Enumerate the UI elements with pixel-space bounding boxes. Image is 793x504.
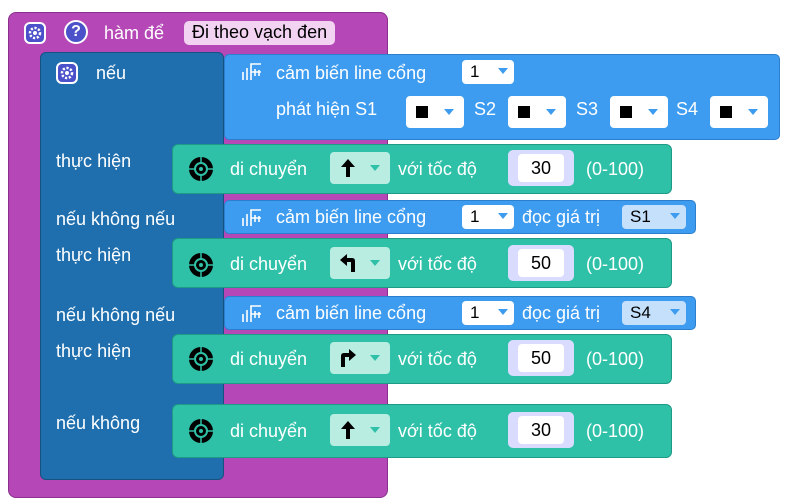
move-label: di chuyển: [230, 159, 308, 179]
wheel-icon: [189, 347, 213, 371]
port-dropdown[interactable]: 1: [462, 205, 514, 229]
black-square-icon: [518, 106, 530, 118]
arrow-up-icon: [341, 421, 355, 439]
chevron-down-icon: [748, 109, 758, 115]
sensor-label: cảm biến line cổng: [276, 207, 427, 227]
speed-input[interactable]: 50: [518, 249, 564, 277]
port-dropdown[interactable]: 1: [462, 60, 514, 84]
s4-label: S4: [676, 99, 699, 119]
move-label: di chuyển: [230, 254, 308, 274]
move-block[interactable]: [172, 334, 672, 384]
black-square-icon: [620, 106, 632, 118]
speed-slot: 30: [508, 412, 574, 448]
do-label: thực hiện: [56, 245, 132, 265]
line-sensor-icon: [242, 63, 261, 80]
speed-input[interactable]: 50: [518, 344, 564, 372]
direction-dropdown[interactable]: [330, 414, 390, 446]
chevron-down-icon: [370, 355, 380, 361]
range-label: (0-100): [586, 421, 645, 441]
chevron-down-icon: [546, 109, 556, 115]
wheel-icon: [189, 253, 213, 277]
sensor-read-block[interactable]: [224, 200, 696, 234]
channel-dropdown[interactable]: S4: [622, 301, 686, 325]
else-label: nếu không: [56, 413, 141, 433]
chevron-down-icon: [444, 109, 454, 115]
function-label: hàm để: [104, 23, 165, 43]
chevron-down-icon: [670, 213, 680, 219]
direction-dropdown[interactable]: [330, 152, 390, 184]
speed-label: với tốc độ: [398, 159, 477, 179]
s2-color-dropdown[interactable]: [508, 96, 566, 128]
speed-slot: 50: [508, 340, 574, 376]
wheel-icon: [189, 419, 213, 443]
sensor-read-block[interactable]: [224, 296, 696, 330]
move-block[interactable]: [172, 238, 672, 288]
chevron-down-icon: [498, 213, 508, 219]
chevron-down-icon: [648, 109, 658, 115]
speed-label: với tốc độ: [398, 349, 477, 369]
elseif-label: nếu không nếu: [56, 209, 176, 229]
do-label: thực hiện: [56, 151, 132, 171]
turn-left-icon: [340, 254, 355, 272]
chevron-down-icon: [370, 260, 380, 266]
speed-slot: 50: [508, 245, 574, 281]
range-label: (0-100): [586, 159, 645, 179]
do-label: thực hiện: [56, 341, 132, 361]
sensor-label: cảm biến line cổng: [276, 63, 427, 83]
s2-label: S2: [474, 99, 497, 119]
chevron-down-icon: [670, 309, 680, 315]
elseif-label: nếu không nếu: [56, 305, 176, 325]
help-icon[interactable]: ?: [64, 20, 88, 44]
speed-label: với tốc độ: [398, 254, 477, 274]
s4-color-dropdown[interactable]: [710, 96, 768, 128]
channel-dropdown[interactable]: S1: [622, 205, 686, 229]
function-gear-icon[interactable]: [24, 22, 46, 44]
chevron-down-icon: [370, 427, 380, 433]
if-label: nếu: [96, 63, 127, 83]
speed-input[interactable]: 30: [518, 154, 564, 182]
move-block[interactable]: [172, 404, 672, 458]
move-label: di chuyển: [230, 349, 308, 369]
wheel-icon: [189, 157, 213, 181]
black-square-icon: [416, 106, 428, 118]
s3-color-dropdown[interactable]: [610, 96, 668, 128]
turn-right-icon: [341, 349, 356, 367]
direction-dropdown[interactable]: [330, 247, 390, 279]
speed-label: với tốc độ: [398, 421, 477, 441]
line-sensor-icon: [242, 305, 261, 322]
black-square-icon: [720, 106, 732, 118]
move-label: di chuyển: [230, 421, 308, 441]
chevron-down-icon: [498, 68, 508, 74]
speed-slot: 30: [508, 150, 574, 186]
read-label: đọc giá trị: [522, 207, 601, 227]
move-block[interactable]: [172, 144, 672, 194]
direction-dropdown[interactable]: [330, 342, 390, 374]
speed-input[interactable]: 30: [518, 416, 564, 444]
read-label: đọc giá trị: [522, 303, 601, 323]
range-label: (0-100): [586, 254, 645, 274]
chevron-down-icon: [498, 309, 508, 315]
range-label: (0-100): [586, 349, 645, 369]
s3-label: S3: [576, 99, 599, 119]
line-sensor-icon: [242, 209, 261, 226]
arrow-up-icon: [341, 159, 355, 177]
s1-color-dropdown[interactable]: [406, 96, 464, 128]
function-name-field[interactable]: Đi theo vạch đen: [184, 21, 336, 45]
detect-label: phát hiện S1: [276, 99, 378, 119]
port-dropdown[interactable]: 1: [462, 301, 514, 325]
if-gear-icon[interactable]: [56, 62, 78, 84]
sensor-label: cảm biến line cổng: [276, 303, 427, 323]
chevron-down-icon: [370, 165, 380, 171]
